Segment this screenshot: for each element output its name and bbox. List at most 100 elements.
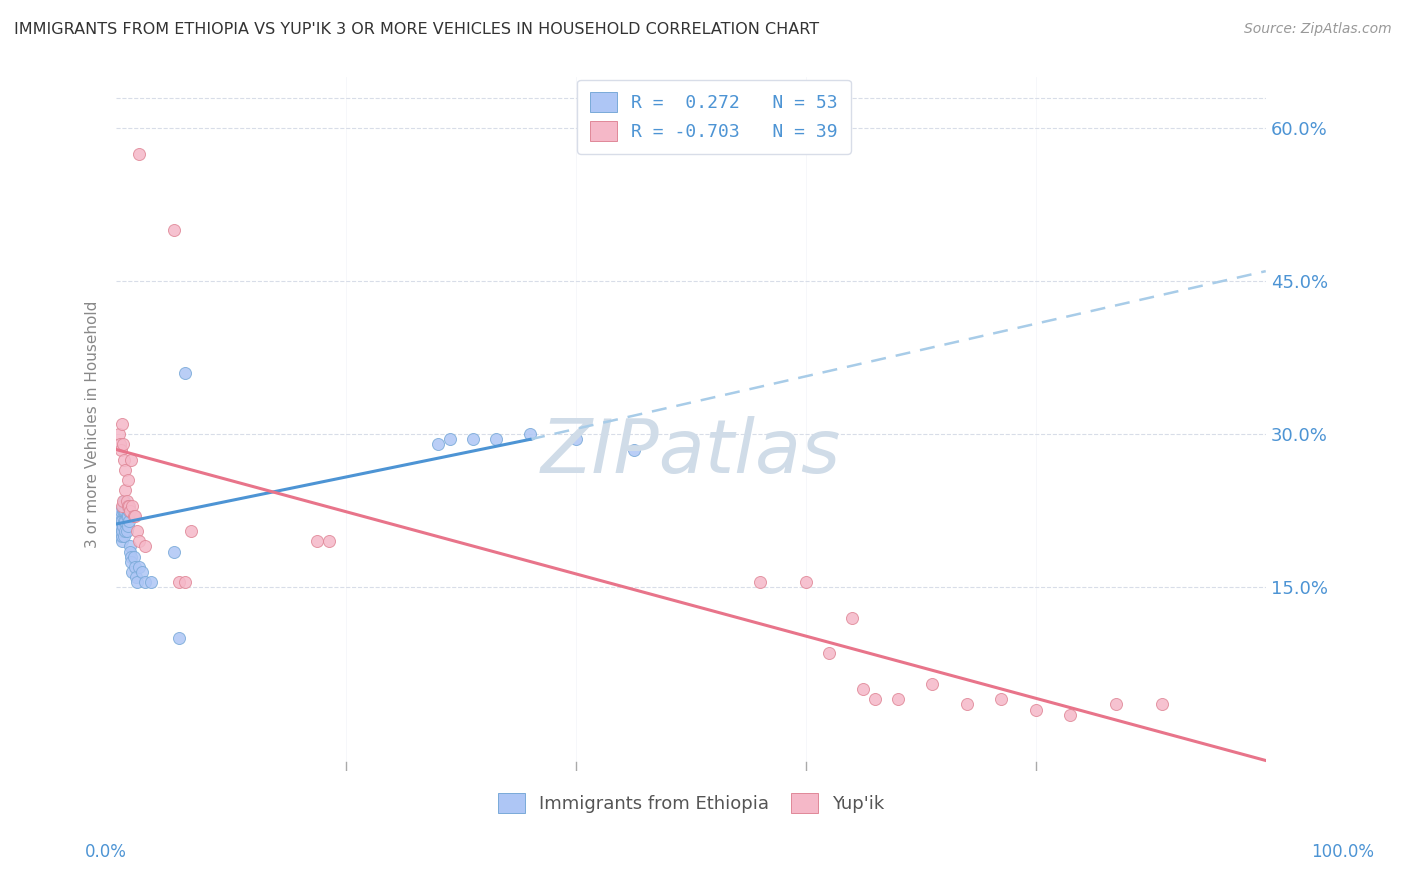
Point [110, 514, 132, 528]
Point [117, 508, 139, 523]
Point [623, 442, 645, 457]
Point [794, 575, 817, 590]
Point [120, 504, 142, 518]
Point [519, 427, 541, 442]
Point [749, 575, 772, 590]
Point [921, 677, 943, 691]
Point [169, 575, 191, 590]
Point [439, 433, 461, 447]
Point [112, 504, 135, 518]
Point [112, 529, 135, 543]
Point [124, 508, 146, 523]
Point [120, 549, 142, 564]
Point [841, 611, 863, 625]
Point [125, 524, 148, 538]
Point [117, 519, 139, 533]
Point [112, 504, 135, 518]
Point [111, 499, 134, 513]
Point [112, 437, 135, 451]
Point [118, 514, 141, 528]
Text: 100.0%: 100.0% [1312, 843, 1374, 861]
Point [115, 524, 138, 538]
Point [134, 540, 156, 554]
Point [887, 692, 910, 706]
Point [115, 493, 138, 508]
Point [427, 437, 450, 451]
Point [125, 575, 148, 590]
Point [139, 575, 162, 590]
Point [121, 499, 143, 513]
Point [108, 514, 131, 528]
Point [121, 565, 143, 579]
Point [120, 540, 142, 554]
Point [118, 499, 141, 513]
Point [120, 555, 142, 569]
Point [122, 549, 145, 564]
Point [110, 442, 132, 457]
Point [114, 463, 136, 477]
Point [990, 692, 1012, 706]
Point [852, 682, 875, 697]
Point [115, 508, 138, 523]
Point [1105, 698, 1128, 712]
Point [163, 223, 186, 237]
Point [110, 504, 132, 518]
Text: 0.0%: 0.0% [84, 843, 127, 861]
Point [174, 575, 197, 590]
Point [112, 493, 135, 508]
Point [114, 483, 136, 498]
Point [111, 534, 134, 549]
Point [118, 504, 141, 518]
Text: ZIPatlas: ZIPatlas [541, 416, 841, 488]
Point [112, 514, 135, 528]
Point [117, 499, 139, 513]
Point [180, 524, 202, 538]
Point [111, 417, 134, 431]
Point [174, 366, 197, 380]
Point [114, 504, 136, 518]
Point [461, 433, 484, 447]
Point [111, 514, 134, 528]
Point [112, 493, 135, 508]
Point [108, 437, 131, 451]
Point [128, 559, 150, 574]
Point [1152, 698, 1174, 712]
Point [115, 499, 138, 513]
Point [107, 519, 129, 533]
Point [107, 524, 129, 538]
Point [307, 534, 329, 549]
Point [863, 692, 886, 706]
Point [108, 508, 131, 523]
Point [163, 544, 186, 558]
Point [125, 570, 148, 584]
Point [956, 698, 979, 712]
Point [131, 565, 153, 579]
Point [108, 529, 131, 543]
Text: Source: ZipAtlas.com: Source: ZipAtlas.com [1244, 22, 1392, 37]
Point [484, 433, 506, 447]
Text: IMMIGRANTS FROM ETHIOPIA VS YUP'IK 3 OR MORE VEHICLES IN HOUSEHOLD CORRELATION C: IMMIGRANTS FROM ETHIOPIA VS YUP'IK 3 OR … [14, 22, 820, 37]
Point [565, 433, 588, 447]
Point [120, 544, 142, 558]
Y-axis label: 3 or more Vehicles in Household: 3 or more Vehicles in Household [86, 301, 100, 548]
Point [112, 452, 135, 467]
Point [117, 473, 139, 487]
Point [124, 559, 146, 574]
Point [128, 147, 150, 161]
Point [112, 499, 135, 513]
Point [114, 524, 136, 538]
Point [128, 534, 150, 549]
Point [110, 519, 132, 533]
Point [134, 575, 156, 590]
Point [107, 427, 129, 442]
Point [120, 452, 142, 467]
Point [818, 647, 841, 661]
Point [114, 514, 136, 528]
Point [122, 508, 145, 523]
Point [111, 524, 134, 538]
Point [112, 519, 135, 533]
Point [1025, 702, 1047, 716]
Legend: Immigrants from Ethiopia, Yup'ik: Immigrants from Ethiopia, Yup'ik [486, 782, 896, 824]
Point [318, 534, 340, 549]
Point [1059, 707, 1081, 722]
